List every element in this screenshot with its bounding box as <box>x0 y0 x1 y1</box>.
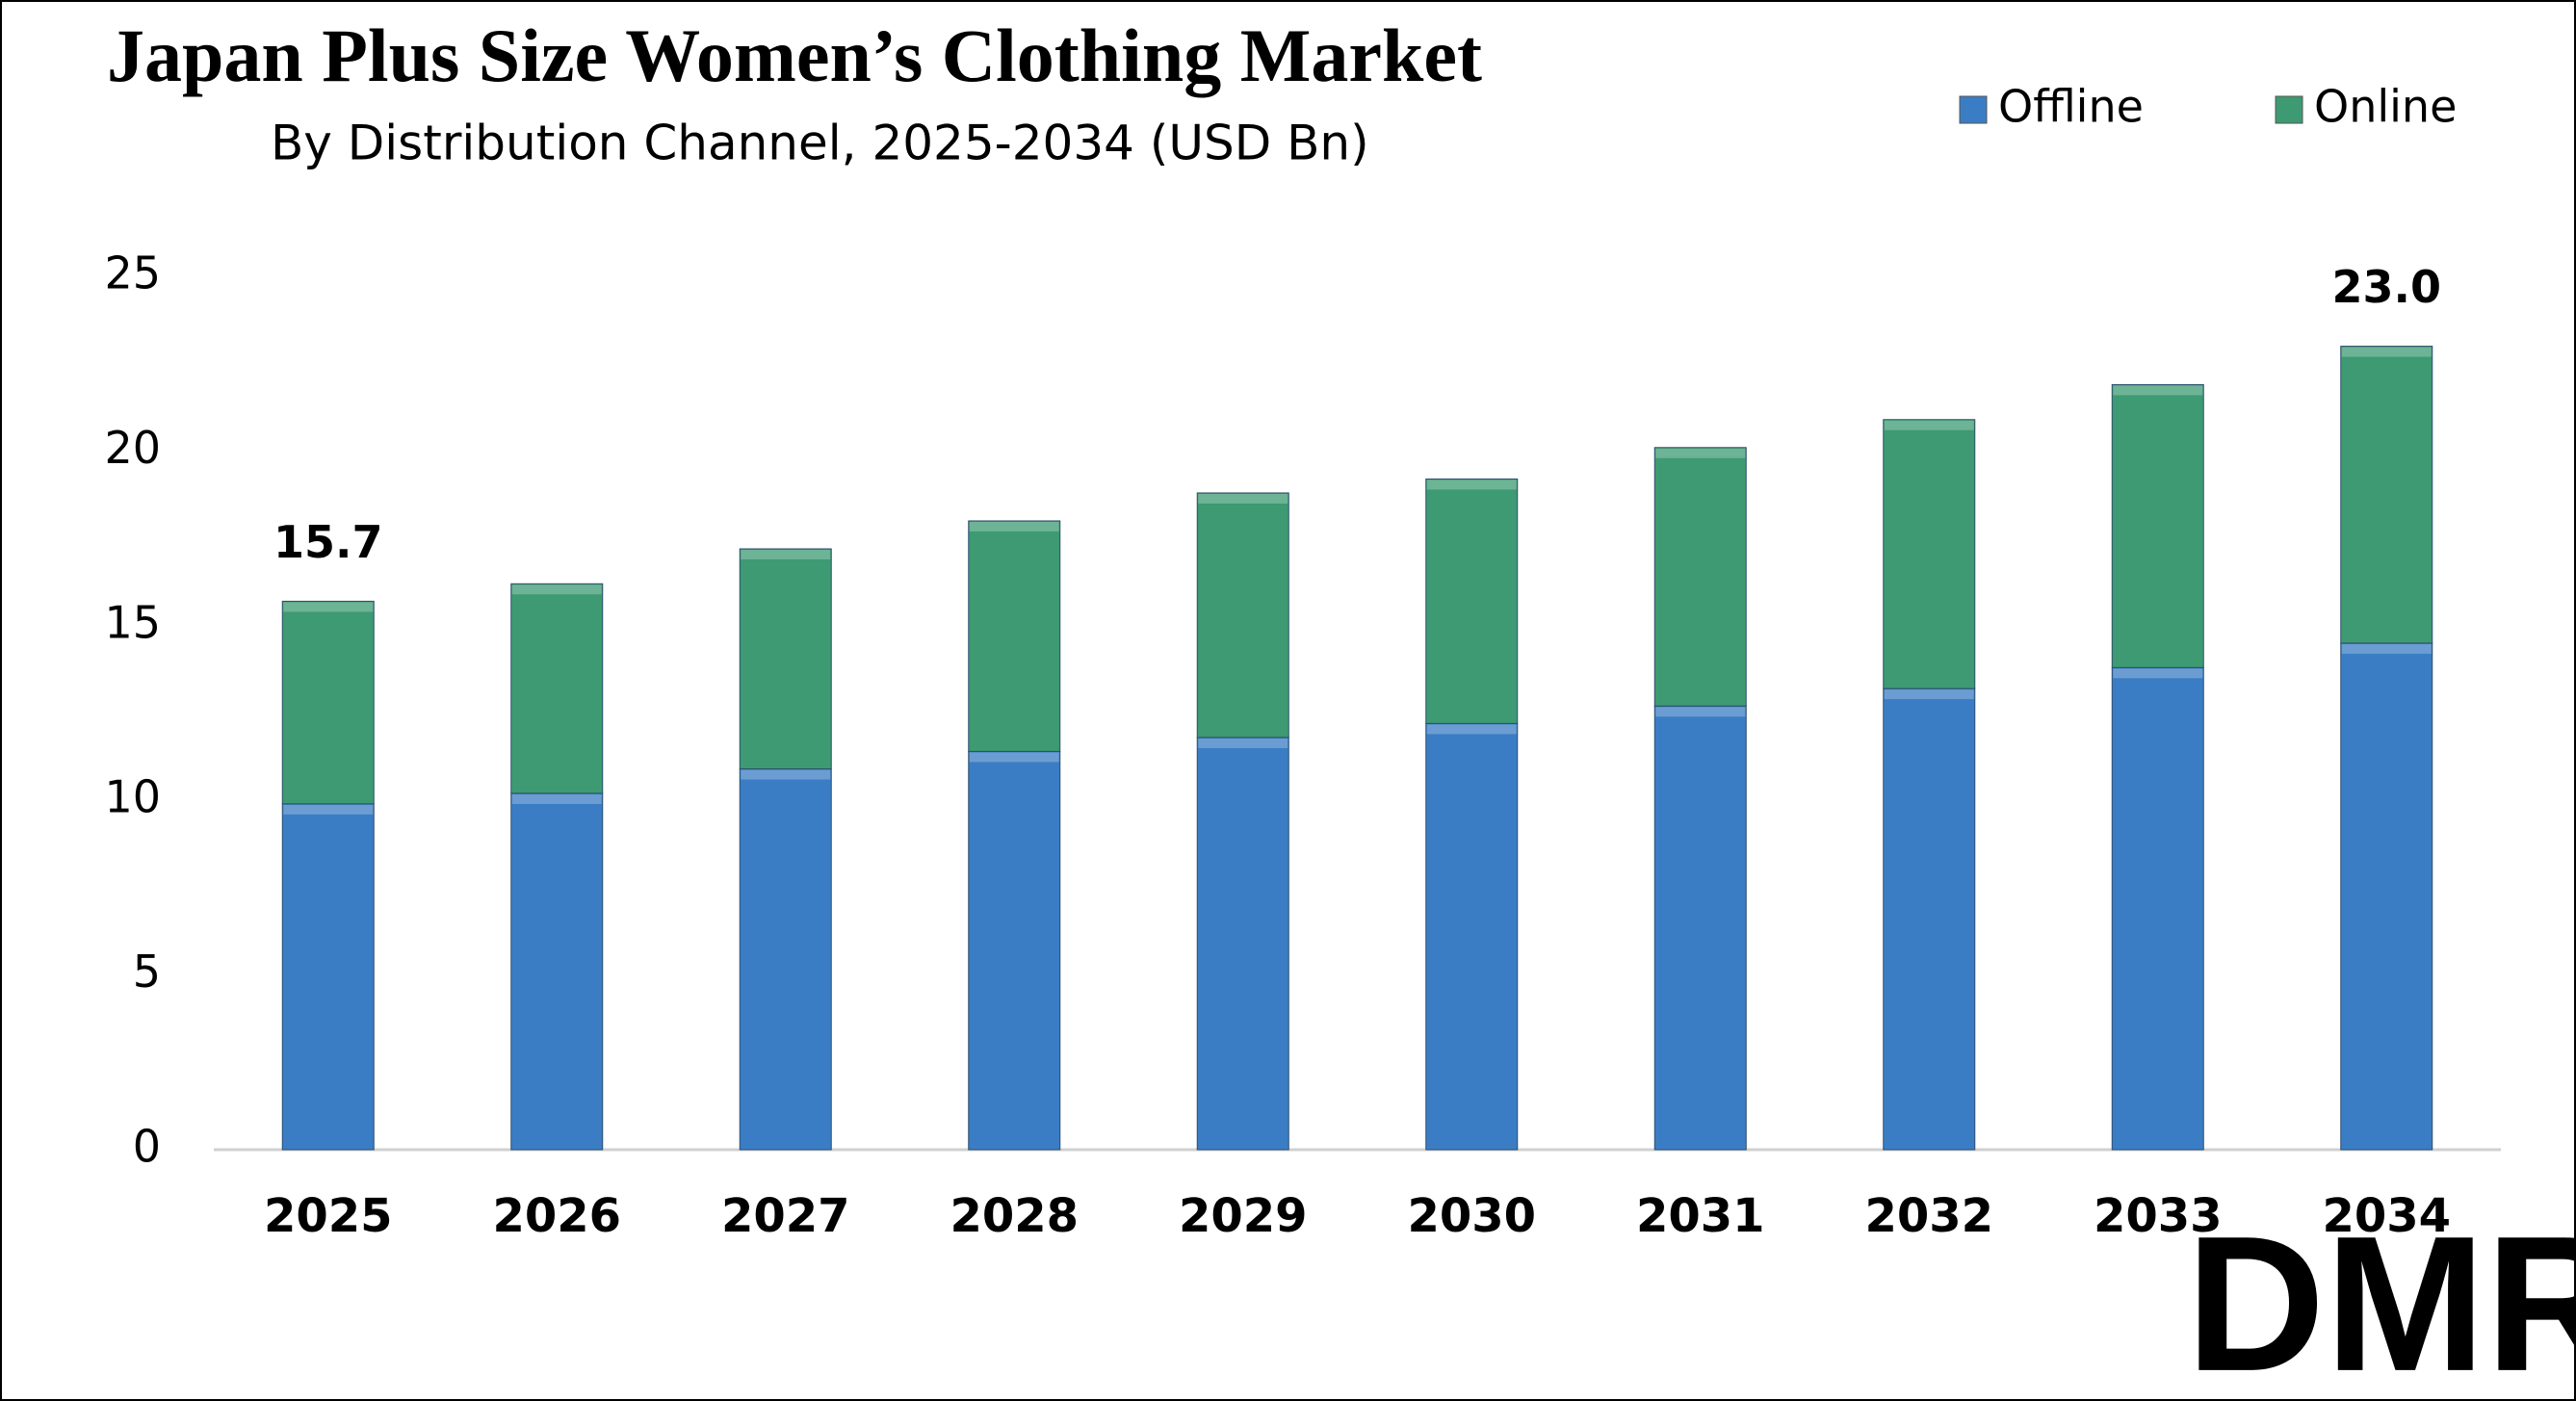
bar-cap <box>1655 448 1746 458</box>
legend-swatch <box>1959 95 1988 124</box>
bar-segment <box>2111 383 2204 668</box>
x-tick-label: 2034 <box>2322 1189 2451 1243</box>
bar-cap <box>969 521 1059 532</box>
x-tick-label: 2028 <box>950 1189 1079 1243</box>
legend-label: Online <box>2314 81 2457 133</box>
y-tick-label: 15 <box>104 596 161 648</box>
bar-cap <box>1655 707 1746 717</box>
bar-cap <box>741 549 831 559</box>
bar-cap <box>511 584 602 595</box>
bar-segment <box>968 750 1061 1151</box>
x-tick-label: 2029 <box>1179 1189 1308 1243</box>
y-tick-label: 25 <box>104 247 161 299</box>
bar-cap <box>2341 347 2432 357</box>
bar-segment <box>1653 705 1747 1151</box>
bar-segment <box>281 803 375 1151</box>
total-label: 23.0 <box>2332 261 2442 313</box>
y-tick-label: 0 <box>133 1121 161 1173</box>
bar-cap <box>1198 493 1288 504</box>
bar-cap <box>283 602 374 612</box>
y-tick-label: 10 <box>104 771 161 823</box>
bar-segment <box>510 792 604 1151</box>
x-tick-label: 2033 <box>2094 1189 2223 1243</box>
x-tick-label: 2030 <box>1407 1189 1536 1243</box>
bar-segment <box>968 520 1061 752</box>
bar-cap <box>511 793 602 804</box>
total-label: 15.7 <box>273 516 383 568</box>
bar-segment <box>1425 722 1519 1151</box>
bar-segment <box>2340 642 2433 1151</box>
x-tick-label: 2031 <box>1636 1189 1765 1243</box>
bar-segment <box>281 600 375 805</box>
y-tick-label: 20 <box>104 422 161 474</box>
bar-segment <box>1883 688 1976 1151</box>
bar-segment <box>2340 346 2433 644</box>
bar-cap <box>2113 385 2203 396</box>
bar-segment <box>1653 447 1747 707</box>
bar-cap <box>283 804 374 815</box>
bar-cap <box>1884 420 1974 430</box>
bar-segment <box>2111 666 2204 1151</box>
bar-segment <box>1196 737 1289 1151</box>
bar-cap <box>1426 480 1517 490</box>
x-tick-label: 2032 <box>1864 1189 1993 1243</box>
bar-segment <box>739 768 832 1151</box>
bar-cap <box>969 752 1059 763</box>
bar-segment <box>1883 419 1976 689</box>
chart-title: Japan Plus Size Women’s Clothing Market <box>107 13 1482 97</box>
x-tick-label: 2026 <box>492 1189 621 1243</box>
bar-segment <box>1196 492 1289 739</box>
logo: DMR <box>2186 1197 2576 1401</box>
bar-cap <box>2341 643 2432 654</box>
chart-subtitle: By Distribution Channel, 2025-2034 (USD … <box>271 116 1369 171</box>
bar-cap <box>741 769 831 780</box>
bar-cap <box>1884 689 1974 700</box>
legend-label: Offline <box>1998 81 2144 133</box>
bar-cap <box>1198 738 1288 748</box>
bar-segment <box>510 583 604 794</box>
bar-cap <box>2113 668 2203 679</box>
x-tick-label: 2027 <box>721 1189 850 1243</box>
bar-cap <box>1426 724 1517 735</box>
bar-segment <box>1425 478 1519 724</box>
legend-swatch <box>2275 95 2303 124</box>
y-tick-label: 5 <box>133 946 161 998</box>
x-tick-label: 2025 <box>264 1189 393 1243</box>
bar-segment <box>739 548 832 770</box>
